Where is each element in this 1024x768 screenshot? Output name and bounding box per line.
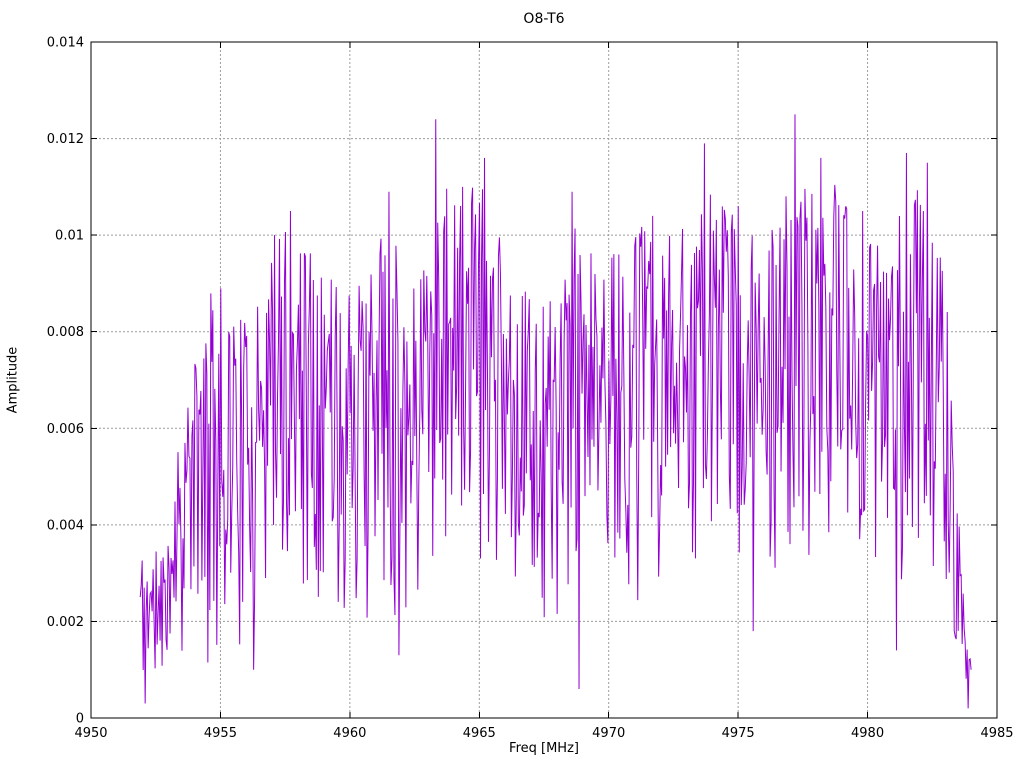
y-tick-label: 0.014	[47, 36, 84, 51]
y-tick-label: 0.01	[55, 229, 84, 244]
y-tick-label: 0	[76, 712, 84, 727]
y-axis-label: Amplitude	[5, 346, 21, 414]
y-tick-label: 0.006	[47, 422, 84, 437]
x-tick-label: 4975	[722, 726, 755, 741]
y-tick-label: 0.004	[47, 518, 84, 533]
x-tick-label: 4955	[204, 726, 237, 741]
x-tick-label: 4950	[74, 726, 107, 741]
x-tick-label: 4970	[592, 726, 625, 741]
y-tick-label: 0.012	[47, 132, 84, 147]
x-axis-label: Freq [MHz]	[509, 741, 579, 756]
plot-border	[90, 41, 998, 719]
x-tick-label: 4980	[851, 726, 884, 741]
spectrum-line	[139, 114, 972, 709]
x-tick-label: 4960	[333, 726, 366, 741]
x-tick-label: 4965	[463, 726, 496, 741]
y-tick-label: 0.008	[47, 325, 84, 340]
x-tick-label: 4985	[980, 726, 1013, 741]
chart-title: O8-T6	[523, 11, 565, 27]
y-tick-label: 0.002	[47, 615, 84, 630]
